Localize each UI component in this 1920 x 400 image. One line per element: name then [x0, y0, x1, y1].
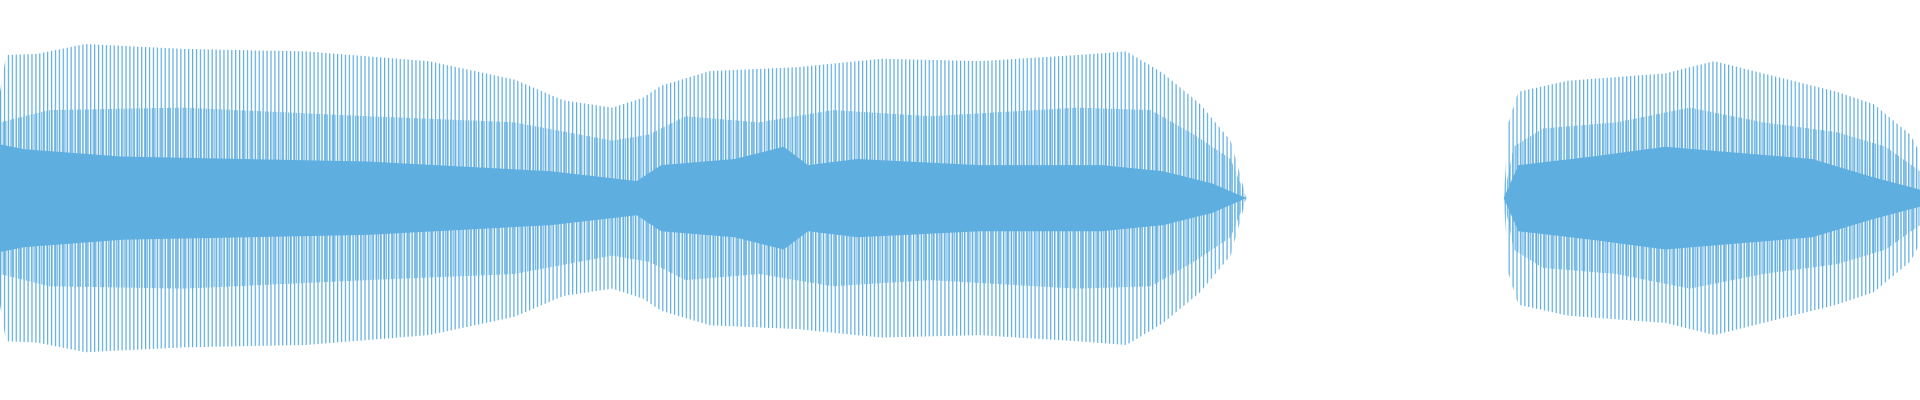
- wave-core: [1503, 146, 1920, 250]
- waveform-layers: [0, 44, 1920, 353]
- wave-core: [0, 144, 1247, 252]
